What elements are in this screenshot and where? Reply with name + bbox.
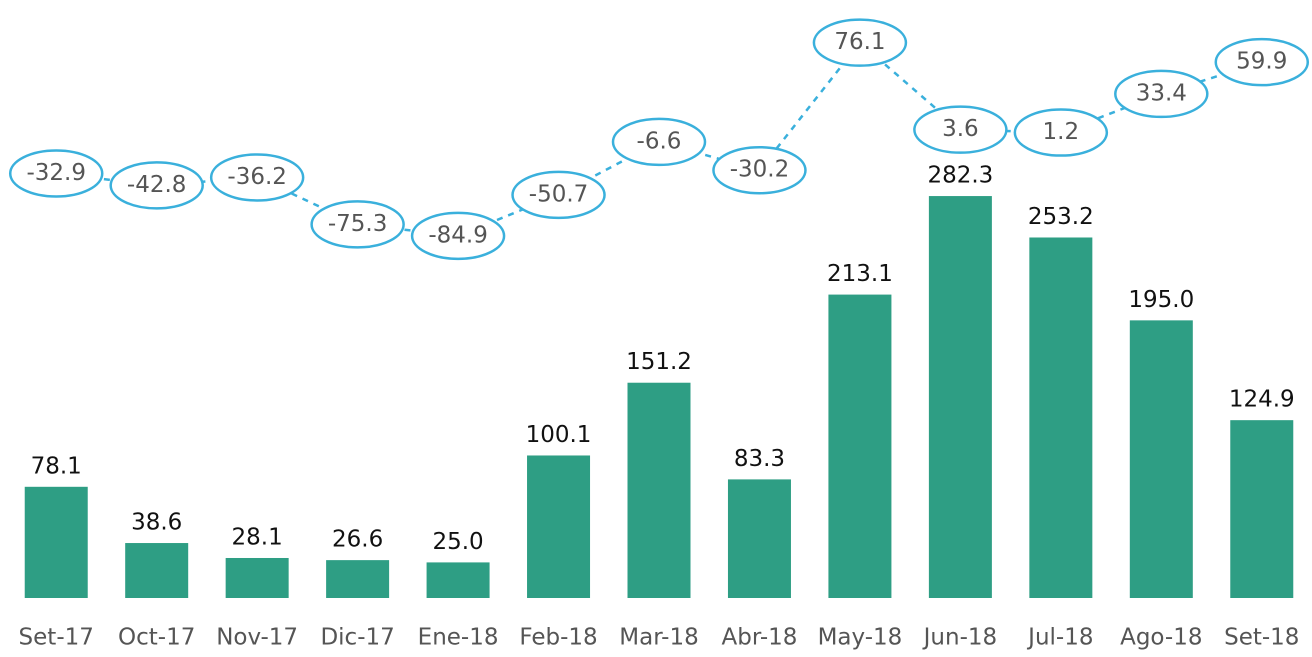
line-marker: [109, 161, 204, 210]
line-label: -32.9: [26, 160, 86, 186]
bar: [125, 543, 189, 598]
x-tick-label: Ago-18: [1120, 625, 1202, 651]
bar-label: 78.1: [31, 453, 82, 479]
bar-label: 282.3: [927, 163, 993, 189]
line-label: -75.3: [328, 211, 388, 237]
bar: [426, 562, 490, 598]
bar-label: 38.6: [131, 510, 182, 536]
bar-label: 213.1: [827, 261, 893, 287]
bar: [24, 486, 88, 598]
bar: [225, 557, 289, 598]
line-marker: [209, 153, 305, 202]
line-marker: [310, 200, 405, 249]
bar-label: 83.3: [734, 446, 785, 472]
bar-label: 100.1: [526, 422, 592, 448]
x-tick-label: Mar-18: [619, 625, 699, 651]
bar: [928, 196, 992, 598]
bar-label: 26.6: [332, 527, 383, 553]
line-label: -50.7: [529, 181, 589, 207]
line-label: -30.2: [730, 157, 790, 183]
line-label: 59.9: [1236, 49, 1287, 75]
x-tick-label: Set-17: [19, 625, 94, 651]
line-label: -84.9: [428, 222, 488, 248]
line-marker: [1214, 37, 1310, 87]
bar: [1029, 237, 1093, 598]
bar-label: 25.0: [432, 529, 483, 555]
x-tick-label: Ene-18: [418, 625, 499, 651]
x-tick-label: Abr-18: [722, 625, 798, 651]
bar: [527, 455, 591, 598]
bar: [627, 382, 691, 598]
line-marker: [812, 18, 908, 67]
x-tick-label: Oct-17: [118, 625, 195, 651]
bar: [1129, 320, 1193, 598]
x-tick-label: Feb-18: [519, 625, 597, 651]
bar-label: 28.1: [232, 524, 283, 550]
x-tick-label: Jun-18: [922, 625, 998, 651]
line-label: 3.6: [942, 116, 979, 142]
line-label: -36.2: [227, 164, 287, 190]
bar-label: 195.0: [1128, 287, 1194, 313]
line-marker: [1013, 108, 1109, 157]
bar: [326, 560, 390, 598]
bar: [1230, 420, 1294, 598]
line-label: -42.8: [127, 172, 187, 198]
line-marker: [8, 149, 104, 198]
bar-label: 253.2: [1028, 204, 1094, 230]
bar: [727, 479, 791, 598]
x-tick-label: Dic-17: [320, 625, 394, 651]
line-marker: [913, 105, 1008, 154]
line-label: 33.4: [1136, 80, 1187, 106]
line-marker: [1114, 69, 1209, 119]
line-marker: [611, 117, 707, 167]
x-tick-label: May-18: [818, 625, 903, 651]
bar-label: 124.9: [1229, 387, 1295, 413]
line-marker: [410, 211, 506, 261]
x-tick-label: Jul-18: [1026, 625, 1093, 651]
x-tick-label: Set-18: [1224, 625, 1299, 651]
x-tick-label: Nov-17: [216, 625, 298, 651]
bar: [828, 294, 892, 598]
bar-label: 151.2: [626, 349, 692, 375]
line-label: 76.1: [834, 29, 885, 55]
line-label: 1.2: [1043, 119, 1080, 145]
line-marker: [511, 170, 606, 220]
line-marker: [712, 145, 807, 195]
line-label: -6.6: [637, 128, 682, 154]
